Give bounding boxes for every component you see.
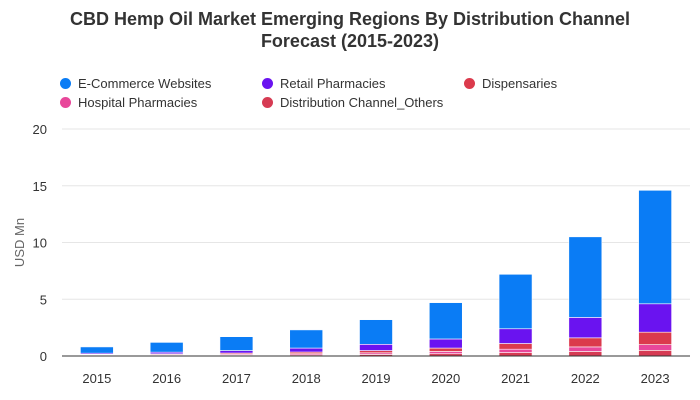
y-tick-label: 20 [33, 122, 47, 137]
legend-item-ecommerce[interactable]: E-Commerce Websites [60, 76, 211, 91]
bar-2015-series-4[interactable] [80, 346, 114, 354]
x-tick-label: 2021 [501, 371, 530, 386]
bar-2021-series-3[interactable] [498, 328, 533, 344]
bar-2018-series-3[interactable] [289, 347, 324, 353]
y-tick-label: 10 [33, 236, 47, 251]
legend-dot-ecommerce [60, 78, 71, 89]
bar-2020-series-1[interactable] [428, 351, 463, 355]
legend-label-dispensaries: Dispensaries [482, 76, 558, 91]
legend-item-hospital-pharmacies[interactable]: Hospital Pharmacies [60, 95, 197, 110]
bar-2021-series-1[interactable] [498, 348, 533, 353]
bar-2022-series-4[interactable] [568, 236, 603, 318]
bar-2023-series-0[interactable] [638, 350, 672, 357]
x-axis-ticks: 2015 2016 2017 2018 2019 2020 2021 2022 2023 [82, 371, 669, 386]
bar-2017-series-4[interactable] [219, 336, 254, 351]
bar-2022-series-2[interactable] [568, 337, 603, 348]
legend-dot-retail-pharmacies [262, 78, 273, 89]
gridlines [62, 128, 690, 300]
bar-2020-series-2[interactable] [428, 347, 463, 352]
chart-title-line-2: Forecast (2015-2023) [260, 31, 440, 51]
x-tick-label: 2020 [431, 371, 460, 386]
x-tick-label: 2016 [152, 371, 181, 386]
x-tick-label: 2019 [362, 371, 391, 386]
bar-2023-series-4[interactable] [638, 189, 672, 305]
legend-item-distribution-others[interactable]: Distribution Channel_Others [262, 95, 443, 110]
x-tick-label: 2023 [641, 371, 670, 386]
bar-2022-series-3[interactable] [568, 317, 603, 339]
bar-2023-series-2[interactable] [638, 331, 672, 345]
chart-title: CBD Hemp Oil Market Emerging Regions By … [0, 8, 700, 52]
bar-2019-series-4[interactable] [359, 319, 393, 345]
bar-2016-series-4[interactable] [149, 342, 184, 353]
legend-label-hospital-pharmacies: Hospital Pharmacies [78, 95, 198, 110]
bar-2020-series-3[interactable] [428, 338, 463, 349]
legend-dot-dispensaries [464, 78, 475, 89]
chart-title-line-1: CBD Hemp Oil Market Emerging Regions By … [69, 9, 631, 29]
bar-2021-series-0[interactable] [498, 352, 533, 357]
bar-2022-series-0[interactable] [568, 351, 603, 357]
bar-2018-series-4[interactable] [289, 329, 324, 349]
x-tick-label: 2022 [571, 371, 600, 386]
legend-item-retail-pharmacies[interactable]: Retail Pharmacies [262, 76, 386, 91]
bar-2017-series-3[interactable] [219, 350, 254, 354]
bars [80, 189, 672, 357]
bar-2021-series-4[interactable] [498, 273, 533, 330]
y-tick-label: 15 [33, 179, 47, 194]
legend-dot-distribution-others [262, 97, 273, 108]
legend-dot-hospital-pharmacies [60, 97, 71, 108]
bar-2021-series-2[interactable] [498, 343, 533, 350]
x-tick-label: 2017 [222, 371, 251, 386]
y-tick-label: 0 [40, 349, 47, 364]
x-tick-label: 2018 [292, 371, 321, 386]
y-tick-label: 5 [40, 292, 47, 307]
bar-2023-series-3[interactable] [638, 303, 672, 333]
legend-item-dispensaries[interactable]: Dispensaries [464, 76, 557, 91]
legend-label-retail-pharmacies: Retail Pharmacies [280, 76, 386, 91]
bar-2020-series-4[interactable] [428, 302, 463, 340]
y-axis-label: USD Mn [12, 218, 27, 267]
bar-2022-series-1[interactable] [568, 346, 603, 352]
legend-label-distribution-others: Distribution Channel_Others [280, 95, 444, 110]
bar-2023-series-1[interactable] [638, 344, 672, 351]
legend-label-ecommerce: E-Commerce Websites [78, 76, 212, 91]
y-axis-ticks: 0 5 10 15 20 [33, 122, 47, 364]
bar-2019-series-2[interactable] [359, 350, 393, 354]
bar-2019-series-3[interactable] [359, 344, 393, 351]
x-tick-label: 2015 [82, 371, 111, 386]
